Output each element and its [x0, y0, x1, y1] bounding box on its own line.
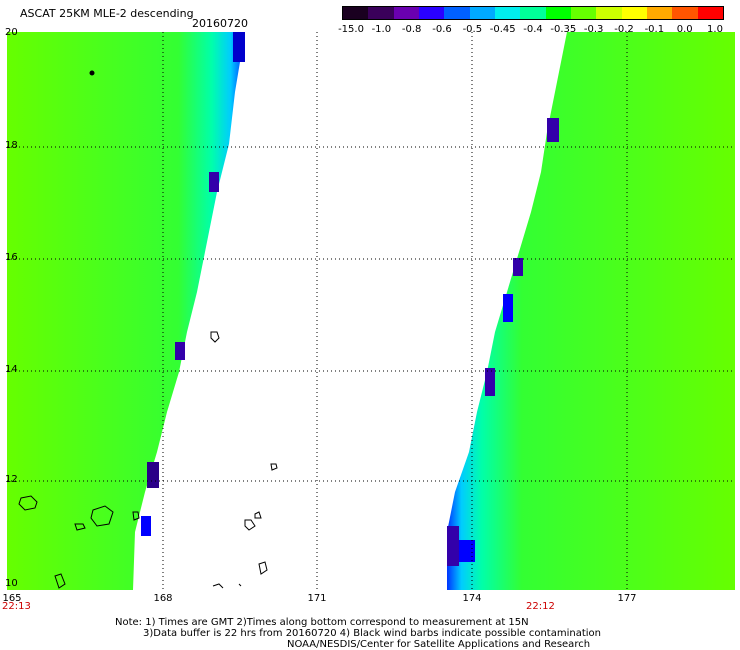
- color-scale-label: -0.6: [432, 24, 452, 35]
- color-scale-label: 1.0: [707, 24, 723, 35]
- color-scale-bar: [342, 6, 724, 20]
- color-scale-segment: [545, 7, 572, 19]
- right-swath: [447, 32, 735, 590]
- time-label-left: 22:13: [2, 601, 31, 612]
- lon-label-165: 165: [2, 593, 22, 604]
- grid-lines: [7, 32, 735, 590]
- map-title: ASCAT 25KM MLE-2 descending: [20, 7, 194, 20]
- color-scale-segment: [647, 7, 673, 19]
- color-scale-label: -0.35: [550, 24, 577, 35]
- map-panel: [7, 32, 735, 590]
- color-scale-label: -0.1: [644, 24, 665, 35]
- lat-label-18: 18: [5, 140, 18, 151]
- lon-label-174: 174: [462, 593, 482, 604]
- color-scale-segment: [697, 7, 724, 19]
- map-canvas: [7, 32, 735, 590]
- lon-label-177: 177: [617, 593, 637, 604]
- color-scale-segment: [368, 7, 395, 19]
- lon-label-171: 171: [307, 593, 327, 604]
- color-scale-label: -1.0: [371, 24, 392, 35]
- color-scale-label: -0.4: [523, 24, 543, 35]
- color-scale-label: -0.8: [401, 24, 422, 35]
- island-outlines: [18, 70, 278, 589]
- color-scale-label: -0.5: [462, 24, 483, 35]
- color-scale-segment: [596, 7, 623, 19]
- color-scale-segment: [419, 7, 445, 19]
- lat-label-10: 10: [5, 578, 18, 589]
- color-scale-segment: [469, 7, 496, 19]
- note-line-3: NOAA/NESDIS/Center for Satellite Applica…: [287, 639, 591, 650]
- lat-label-16: 16: [5, 252, 18, 263]
- color-scale-segment: [495, 7, 521, 19]
- color-scale-segment: [571, 7, 597, 19]
- color-scale-segment: [621, 7, 648, 19]
- color-scale-label: -0.2: [614, 24, 634, 35]
- color-scale-segment: [520, 7, 547, 19]
- color-scale-label: 0.0: [676, 24, 693, 35]
- color-scale-label: -0.45: [489, 24, 516, 35]
- color-scale-segment: [672, 7, 699, 19]
- left-swath: [7, 32, 245, 590]
- lat-label-12: 12: [5, 474, 18, 485]
- color-scale-segment: [393, 7, 420, 19]
- color-scale-segment: [343, 7, 369, 19]
- color-scale-label: -15.0: [338, 24, 364, 35]
- note-line-1: Note: 1) Times are GMT 2)Times along bot…: [115, 617, 529, 628]
- color-scale-segment: [444, 7, 471, 19]
- lat-label-14: 14: [5, 364, 18, 375]
- note-line-2: 3)Data buffer is 22 hrs from 20160720 4)…: [143, 628, 601, 639]
- edge-pixels: [141, 32, 559, 566]
- color-scale-label: -0.3: [583, 24, 604, 35]
- map-date: 20160720: [192, 17, 248, 30]
- lon-label-168: 168: [153, 593, 173, 604]
- lat-label-20: 20: [5, 27, 18, 38]
- time-label-right: 22:12: [526, 601, 555, 612]
